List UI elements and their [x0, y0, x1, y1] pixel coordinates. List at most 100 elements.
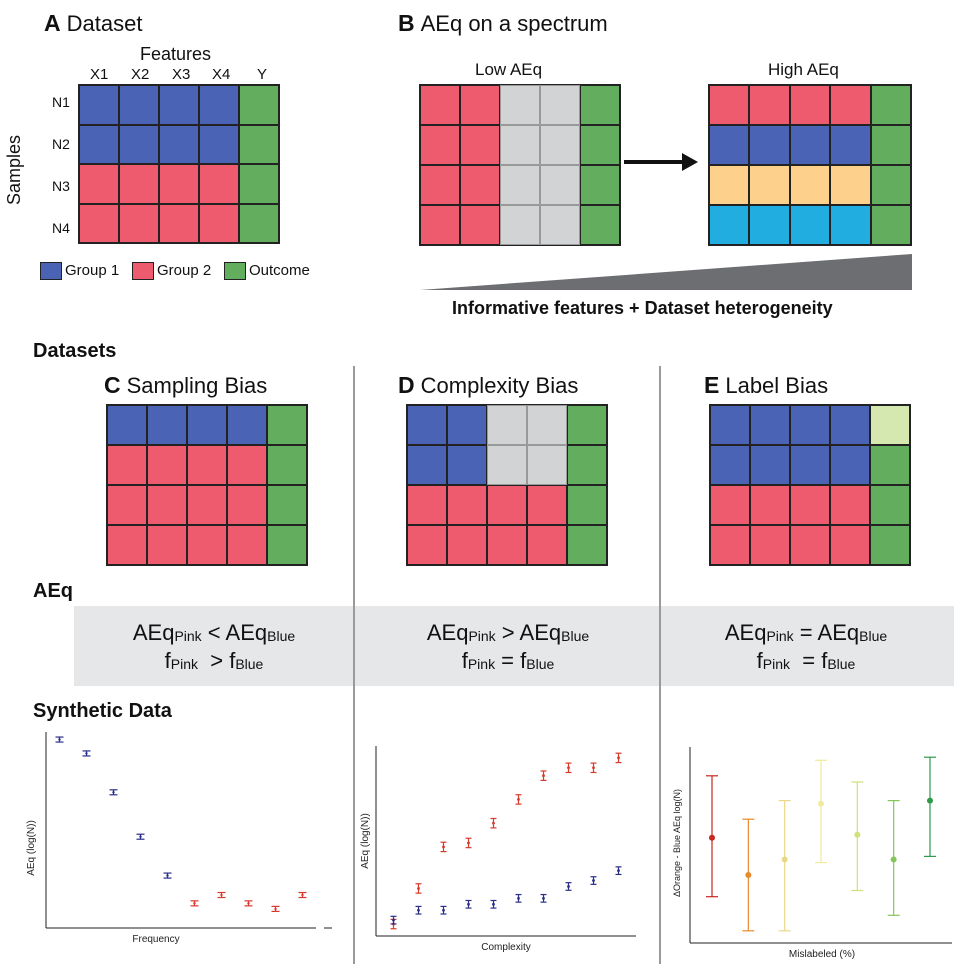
cell-pink: [108, 446, 146, 484]
cell-outcome: [871, 526, 909, 564]
data-point: [492, 902, 495, 906]
cell-group2: [80, 165, 118, 203]
cell-pink: [461, 86, 499, 124]
cell-outcome: [240, 204, 278, 242]
cell-pink: [751, 486, 789, 524]
cell-gray: [487, 445, 527, 485]
cell-pink: [488, 486, 526, 524]
cell-group2: [200, 204, 238, 242]
cell-gray: [540, 165, 580, 205]
cell-orange: [750, 166, 789, 204]
data-point: [85, 752, 88, 755]
cell-cyan: [710, 206, 749, 244]
data-point: [392, 918, 395, 922]
data-point: [854, 831, 861, 838]
cell-blue: [831, 406, 869, 444]
cell-blue: [831, 446, 869, 484]
data-point: [58, 738, 61, 741]
data-point: [592, 766, 595, 770]
equation-c-line2: fPink > fBlue: [164, 648, 264, 673]
cell-pink: [408, 486, 446, 524]
cell-outcome: [268, 446, 306, 484]
y-axis-label: ΔOrange - Blue AEq log(N): [672, 789, 682, 897]
cell-pink: [148, 486, 186, 524]
cell-pink: [228, 526, 266, 564]
cell-blue: [228, 406, 266, 444]
cell-group2: [200, 165, 238, 203]
cell-pink: [461, 126, 499, 164]
cell-outcome: [581, 166, 619, 204]
x-axis-label: Complexity: [481, 942, 530, 953]
data-point: [442, 845, 445, 849]
data-point: [193, 902, 196, 905]
data-point: [247, 902, 250, 905]
cell-pink: [710, 86, 749, 124]
data-point: [617, 756, 620, 760]
data-point: [274, 907, 277, 911]
equation-e-line1: AEqPink = AEqBlue: [724, 620, 888, 645]
cell-gray: [540, 205, 580, 245]
frequency-chart: Frequency AEq (log(N)): [26, 732, 332, 945]
cell-orange: [790, 166, 830, 204]
panel-c-letter: C: [104, 372, 121, 398]
cell-blue: [831, 126, 870, 164]
cell-blue: [751, 446, 789, 484]
cell-pink: [188, 526, 226, 564]
data-point: [112, 791, 115, 794]
legend-label: Outcome: [249, 262, 310, 279]
panel-b-title-text: AEq on a spectrum: [420, 11, 608, 36]
cell-blue: [791, 406, 829, 444]
cell-pink: [228, 486, 266, 524]
panel-e-title: E Label Bias: [704, 372, 828, 399]
data-point: [417, 908, 420, 912]
cell-outcome: [871, 166, 910, 204]
cell-gray: [500, 125, 540, 165]
cell-blue: [791, 446, 829, 484]
cell-gray: [540, 85, 580, 125]
cell-outcome: [871, 206, 910, 244]
cell-blue: [710, 126, 749, 164]
complexity-bias-grid: [406, 404, 608, 566]
row-label: N2: [52, 136, 70, 152]
y-axis-label: AEq (log(N)): [26, 820, 37, 876]
cell-pink: [148, 526, 186, 564]
cell-group2: [160, 165, 198, 203]
cell-orange: [710, 166, 749, 204]
cell-cyan: [831, 206, 870, 244]
cell-pink: [228, 446, 266, 484]
cell-outcome: [268, 486, 306, 524]
data-point: [467, 841, 470, 845]
datasets-heading: Datasets: [33, 340, 117, 362]
cell-blue: [711, 406, 749, 444]
cell-group2: [120, 165, 158, 203]
cell-pink: [831, 526, 869, 564]
cell-pink: [408, 526, 446, 564]
divider-left-band: [353, 606, 355, 686]
row-label: N1: [52, 94, 70, 110]
column-header: Y: [257, 66, 268, 83]
column-header: X4: [212, 66, 231, 83]
cell-cyan: [790, 206, 830, 244]
high-aeq-grid: [708, 84, 912, 246]
data-point: [745, 872, 752, 878]
cell-pink: [148, 446, 186, 484]
cell-outcome: [581, 86, 619, 124]
cell-pink: [421, 166, 459, 204]
column-header: X1: [90, 66, 109, 83]
cell-outcome: [871, 86, 910, 124]
cell-blue: [790, 126, 830, 164]
legend-swatch-group1: [40, 262, 62, 280]
equation-band: [74, 606, 954, 686]
spectrum-label: Informative features + Dataset heterogen…: [452, 298, 833, 318]
cell-cyan: [750, 206, 789, 244]
dataset-grid: [78, 84, 280, 244]
cell-pink: [421, 86, 459, 124]
cell-mislabeled-outcome: [871, 406, 909, 444]
equation-e-line2: fPink = fBlue: [756, 648, 856, 673]
cell-gray: [527, 405, 567, 445]
data-point: [567, 766, 570, 770]
cell-outcome: [871, 126, 910, 164]
cell-pink: [791, 526, 829, 564]
mislabeled-chart: Mislabeled (%) ΔOrange - Blue AEq log(N): [672, 747, 952, 960]
y-axis-label: AEq (log(N)): [360, 813, 371, 869]
